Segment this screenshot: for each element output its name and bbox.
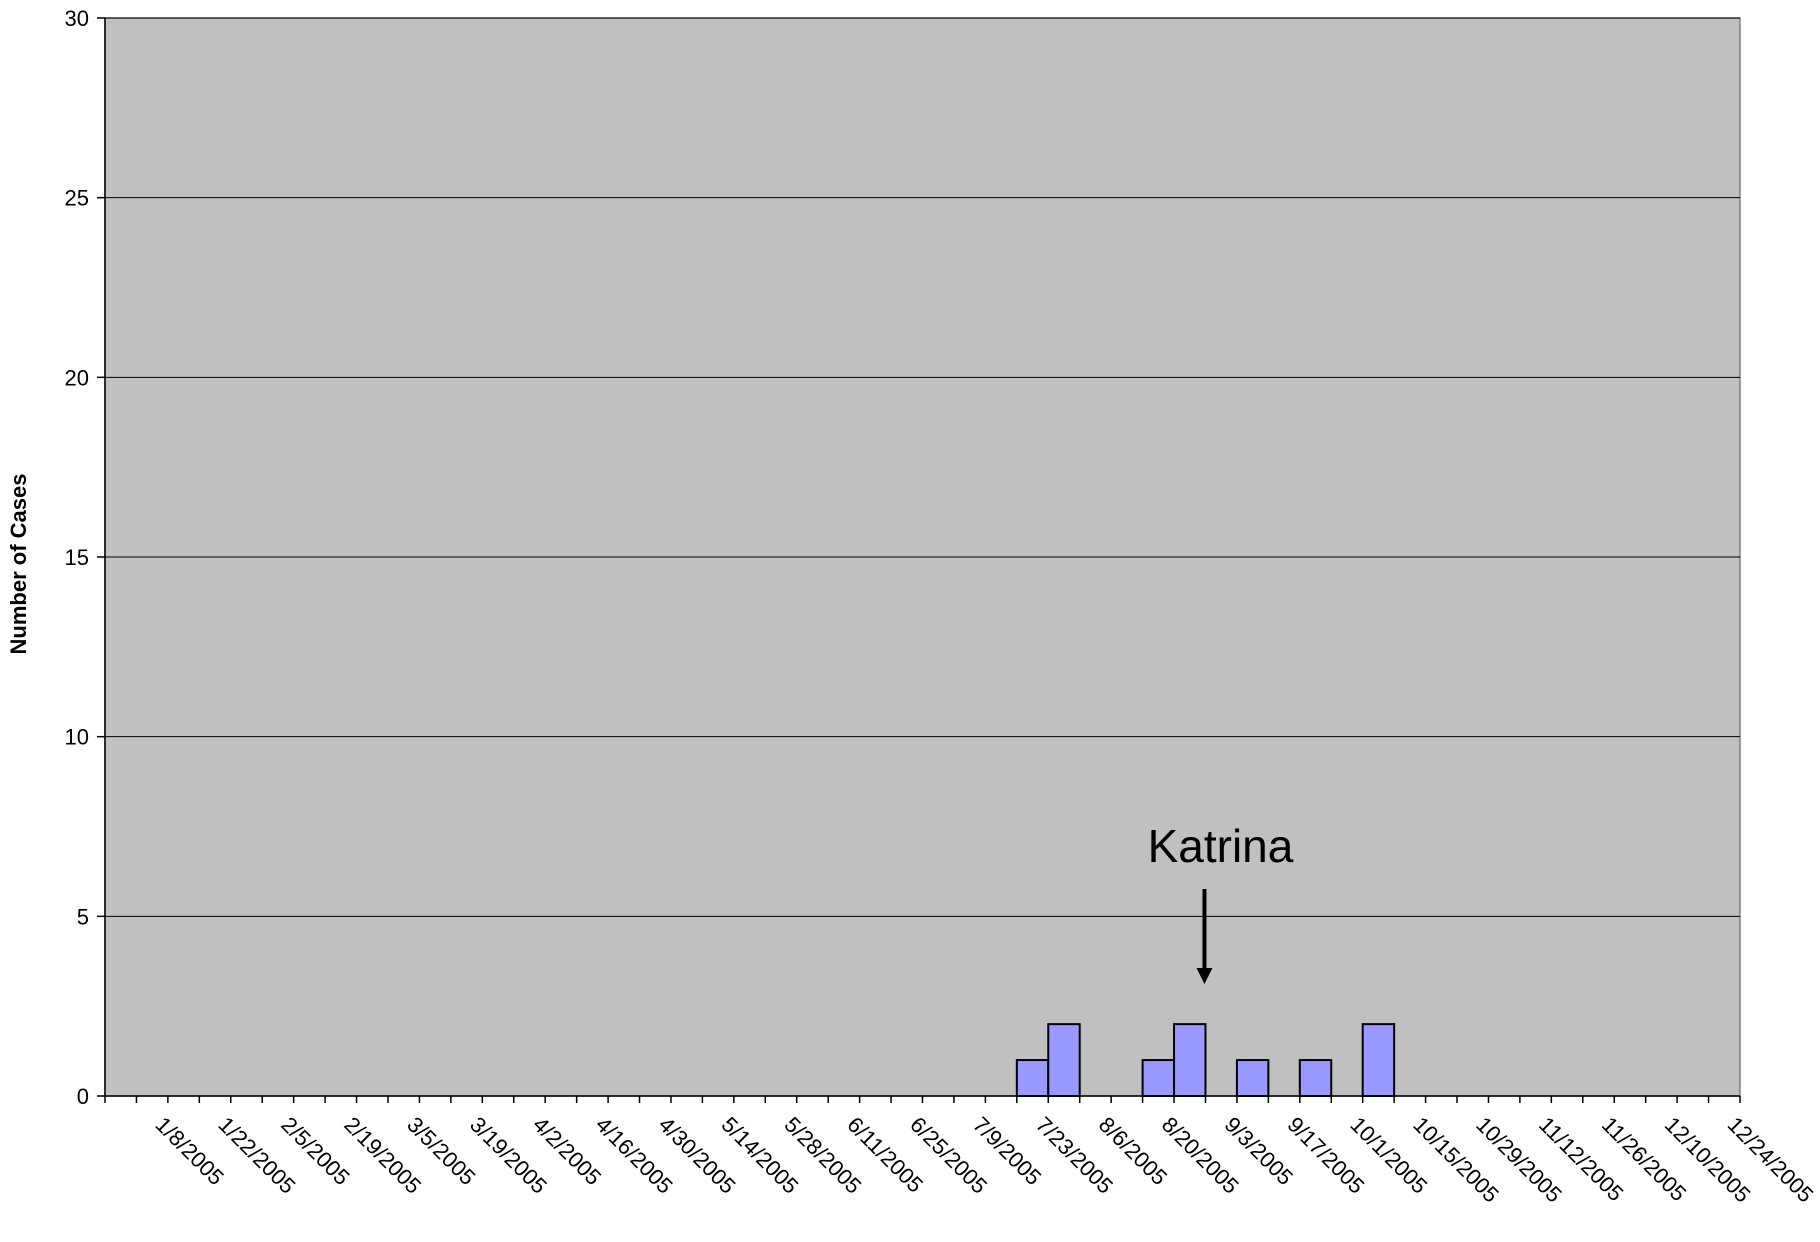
annotation-arrow-head: [1196, 968, 1213, 984]
axis-ticks: [97, 17, 1741, 1103]
x-tick-label: 1/8/2005: [151, 1112, 229, 1190]
bar: [1141, 1059, 1176, 1097]
bar: [1015, 1059, 1050, 1097]
bars: [1015, 1023, 1396, 1097]
annotations: Katrina: [1148, 820, 1294, 984]
y-tick-label: 10: [65, 725, 89, 750]
gridlines: [105, 17, 1740, 917]
y-tick-label: 0: [77, 1084, 89, 1109]
bar: [1298, 1059, 1333, 1097]
y-axis-label: Number of Cases: [6, 474, 31, 655]
bar: [1235, 1059, 1270, 1097]
annotation-label: Katrina: [1148, 820, 1294, 872]
y-tick-label: 30: [65, 6, 89, 31]
bar: [1047, 1023, 1081, 1097]
y-tick-label: 5: [77, 904, 89, 929]
y-tick-label: 20: [65, 365, 89, 390]
bar: [1173, 1023, 1207, 1097]
y-tick-labels: 0 5 10 15 20 25 30: [65, 6, 89, 1109]
y-tick-label: 15: [65, 545, 89, 570]
x-tick-labels: 1/8/20051/22/20052/5/20052/19/20053/5/20…: [151, 1112, 1819, 1208]
y-tick-label: 25: [65, 186, 89, 211]
bar: [1361, 1023, 1396, 1097]
